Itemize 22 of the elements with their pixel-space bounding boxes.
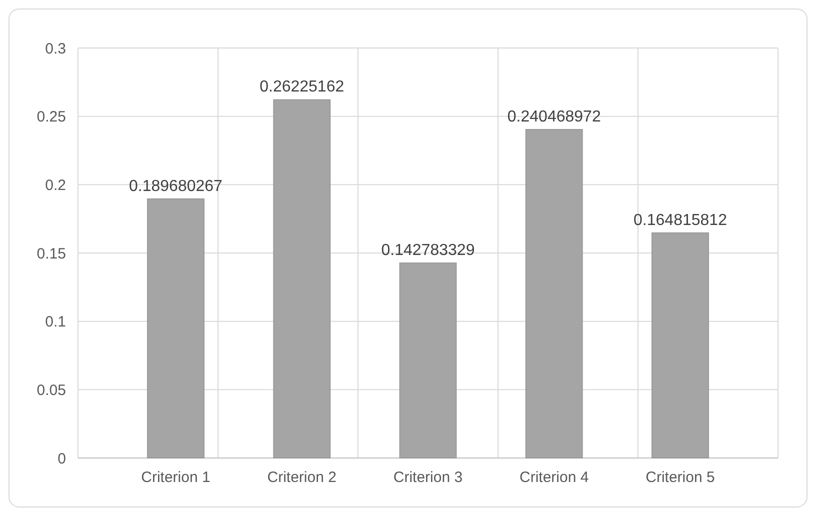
bar (652, 232, 709, 458)
y-tick-label: 0.2 (45, 176, 66, 194)
x-tick-label: Criterion 3 (393, 469, 463, 486)
y-tick-label: 0.1 (45, 314, 66, 331)
x-tick-label: Criterion 2 (267, 469, 336, 486)
bar (147, 198, 204, 458)
y-tick-label: 0.15 (36, 245, 66, 262)
y-tick-label: 0.3 (45, 40, 66, 58)
y-tick-label: 0.05 (36, 382, 66, 399)
data-label: 0.189680267 (129, 178, 223, 195)
bar (399, 262, 457, 458)
x-tick-label: Criterion 4 (520, 469, 589, 486)
data-label: 0.164815812 (634, 212, 728, 229)
x-tick-label: Criterion 1 (141, 469, 210, 486)
data-label: 0.142783329 (381, 242, 475, 259)
bar (273, 99, 330, 458)
y-tick-label: 0.25 (36, 108, 66, 126)
data-label: 0.240468972 (507, 108, 601, 126)
bar (526, 129, 583, 458)
x-tick-label: Criterion 5 (646, 469, 715, 486)
data-label: 0.26225162 (260, 78, 344, 96)
y-tick-label: 0 (58, 450, 66, 468)
